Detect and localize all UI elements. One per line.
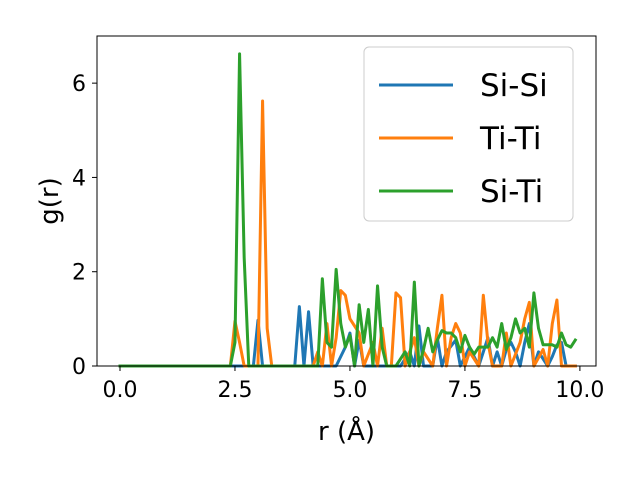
legend-label: Si-Ti <box>480 174 543 210</box>
legend: Si-Si Ti-Ti Si-Ti <box>363 46 574 222</box>
x-tick-label: 0.0 <box>102 378 137 403</box>
y-tick-label: 2 <box>72 261 86 286</box>
y-tick-label: 4 <box>72 166 86 191</box>
x-axis-label: r (Å) <box>318 415 375 447</box>
y-tick-label: 6 <box>72 72 86 97</box>
x-tick-label: 7.5 <box>447 378 482 403</box>
x-axis-ticks: 0.0 2.5 5.0 7.5 10.0 <box>102 366 604 403</box>
legend-label: Si-Si <box>480 68 548 104</box>
x-tick-label: 10.0 <box>555 378 604 403</box>
y-axis-ticks: 0 2 4 6 <box>72 72 97 380</box>
y-tick-label: 0 <box>72 355 86 380</box>
series-line-si-ti <box>118 52 578 368</box>
y-axis-label: g(r) <box>35 177 65 224</box>
series-layer <box>118 52 578 368</box>
axes-frame <box>96 35 597 367</box>
x-tick-label: 5.0 <box>332 378 367 403</box>
legend-box <box>363 46 574 222</box>
x-tick-label: 2.5 <box>217 378 252 403</box>
legend-label: Ti-Ti <box>479 121 542 157</box>
